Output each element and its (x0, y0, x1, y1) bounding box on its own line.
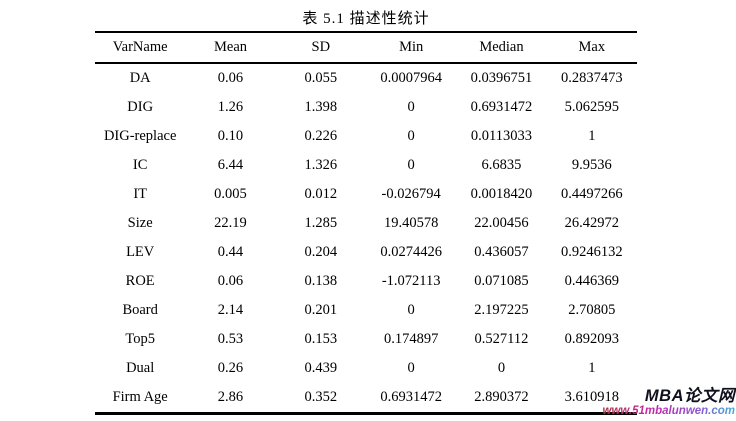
table-row: IT 0.005 0.012 -0.026794 0.0018420 0.4497266 (95, 180, 637, 209)
col-header-max: Max (546, 32, 637, 64)
value-cell: 0.06 (217, 70, 244, 86)
table-row: Top5 0.53 0.153 0.174897 0.527112 0.892093 (95, 325, 637, 354)
var-name-cell: LEV (126, 244, 155, 260)
value-cell: 0.6931472 (470, 99, 533, 115)
watermark-site-url: www.51mbalunwen.com (602, 405, 736, 418)
value-cell: 0 (407, 99, 415, 115)
var-name-cell: Board (122, 302, 158, 318)
value-cell: 22.00456 (474, 215, 529, 231)
value-cell: 0.2837473 (561, 70, 623, 86)
value-cell: 0.005 (214, 186, 247, 202)
value-cell: 0.0396751 (470, 70, 533, 86)
table-body: DA 0.06 0.055 0.0007964 0.0396751 0.2837473 DI… (95, 63, 637, 414)
var-name-cell: DIG-replace (103, 128, 177, 144)
value-cell: 0.26 (217, 360, 244, 376)
value-cell: 5.062595 (564, 99, 619, 115)
col-header-min: Min (365, 32, 457, 64)
value-cell: 0.527112 (474, 331, 529, 347)
table-row: Firm Age 2.86 0.352 0.6931472 2.890372 3.6109… (95, 383, 637, 414)
value-cell: 0 (407, 128, 415, 144)
value-cell: 0.0274426 (380, 244, 442, 260)
col-header-sd: SD (275, 32, 366, 64)
watermark: MBA论文网 www.51mbalunwen.com (603, 387, 736, 418)
value-cell: 1.398 (304, 99, 338, 115)
value-cell: 22.19 (214, 215, 247, 231)
value-cell: 0.055 (304, 70, 338, 86)
value-cell: 2.14 (217, 302, 244, 318)
table-row: Size 22.19 1.285 19.40578 22.00456 26.42972 (95, 209, 637, 238)
var-name-cell: Top5 (125, 331, 155, 347)
value-cell: 0.0113033 (470, 128, 533, 144)
value-cell: 0.446369 (564, 273, 619, 289)
value-cell: 0.201 (304, 302, 338, 318)
value-cell: 0.10 (217, 128, 244, 144)
value-cell: 0.436057 (474, 244, 529, 260)
value-cell: 0.153 (304, 331, 338, 347)
value-cell: 0 (407, 157, 415, 173)
value-cell: 26.42972 (564, 215, 619, 231)
table-row: DA 0.06 0.055 0.0007964 0.0396751 0.2837473 (95, 63, 637, 93)
var-name-cell: Size (127, 215, 153, 231)
var-name-cell: IC (132, 157, 148, 173)
value-cell: 0.53 (217, 331, 244, 347)
value-cell: 1.26 (217, 99, 244, 115)
value-cell: 0.352 (304, 389, 338, 405)
var-name-cell: IT (133, 186, 147, 202)
table-row: Dual 0.26 0.439 0 0 1 (95, 354, 637, 383)
var-name-cell: Firm Age (112, 389, 168, 405)
value-cell: 9.9536 (571, 157, 612, 173)
table-row: IC 6.44 1.326 0 6.6835 9.9536 (95, 151, 637, 180)
col-header-varname: VarName (95, 32, 186, 64)
table-row: LEV 0.44 0.204 0.0274426 0.436057 0.9246132 (95, 238, 637, 267)
value-cell: 6.6835 (481, 157, 522, 173)
value-cell: 0.204 (304, 244, 338, 260)
value-cell: 2.70805 (568, 302, 616, 318)
watermark-site-name: MBA论文网 (644, 387, 735, 406)
value-cell: 0.439 (304, 360, 338, 376)
value-cell: 0 (407, 302, 415, 318)
header-row: VarName Mean SD Min Median Max (95, 32, 637, 64)
var-name-cell: DIG (127, 99, 154, 115)
var-name-cell: Dual (126, 360, 155, 376)
value-cell: -0.026794 (381, 186, 441, 202)
value-cell: 0.226 (304, 128, 338, 144)
descriptive-stats-table: VarName Mean SD Min Median Max DA 0.06 0.0… (95, 31, 637, 415)
value-cell: 2.890372 (474, 389, 529, 405)
value-cell: 1.285 (304, 215, 338, 231)
table-row: ROE 0.06 0.138 -1.072113 0.071085 0.446369 (95, 267, 637, 296)
value-cell: 0.06 (217, 273, 244, 289)
value-cell: 0.44 (217, 244, 244, 260)
var-name-cell: ROE (125, 273, 155, 289)
table-row: DIG-replace 0.10 0.226 0 0.0113033 1 (95, 122, 637, 151)
table-row: Board 2.14 0.201 0 2.197225 2.70805 (95, 296, 637, 325)
table-header: VarName Mean SD Min Median Max (95, 32, 637, 64)
col-header-median: Median (456, 32, 547, 64)
value-cell: 0.4497266 (561, 186, 623, 202)
value-cell: 1 (588, 128, 596, 144)
value-cell: 2.197225 (474, 302, 529, 318)
table-row: DIG 1.26 1.398 0 0.6931472 5.062595 (95, 93, 637, 122)
value-cell: 3.610918 (564, 389, 619, 405)
value-cell: 0.0018420 (470, 186, 533, 202)
value-cell: 19.40578 (383, 215, 439, 231)
value-cell: 0.9246132 (561, 244, 623, 260)
value-cell: 0.6931472 (380, 389, 442, 405)
value-cell: 1 (588, 360, 596, 376)
col-header-mean: Mean (185, 32, 276, 64)
value-cell: 1.326 (304, 157, 338, 173)
table-title: 表 5.1 描述性统计 (302, 11, 430, 27)
value-cell: 0.071085 (474, 273, 529, 289)
value-cell: -1.072113 (381, 273, 441, 289)
var-name-cell: DA (129, 70, 151, 86)
value-cell: 2.86 (217, 389, 244, 405)
value-cell: 0.892093 (564, 331, 619, 347)
value-cell: 6.44 (217, 157, 244, 173)
value-cell: 0 (407, 360, 415, 376)
value-cell: 0.174897 (383, 331, 439, 347)
value-cell: 0 (497, 360, 506, 376)
value-cell: 0.138 (304, 273, 338, 289)
value-cell: 0.012 (304, 186, 338, 202)
value-cell: 0.0007964 (380, 70, 442, 86)
